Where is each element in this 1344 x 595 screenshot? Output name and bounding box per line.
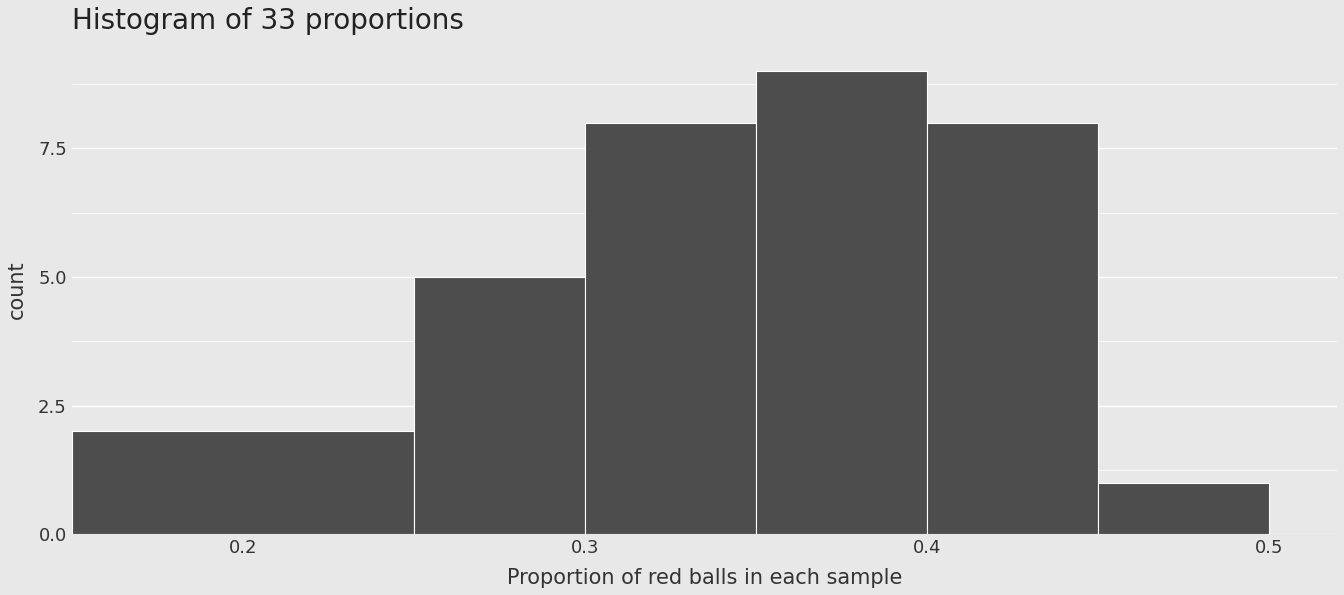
Bar <box>755 71 926 534</box>
Bar <box>585 123 755 534</box>
Bar <box>926 123 1098 534</box>
Text: Histogram of 33 proportions: Histogram of 33 proportions <box>71 7 464 35</box>
Bar <box>1098 483 1269 534</box>
Bar <box>71 431 414 534</box>
Bar <box>414 277 585 534</box>
Y-axis label: count: count <box>7 261 27 319</box>
X-axis label: Proportion of red balls in each sample: Proportion of red balls in each sample <box>507 568 902 588</box>
